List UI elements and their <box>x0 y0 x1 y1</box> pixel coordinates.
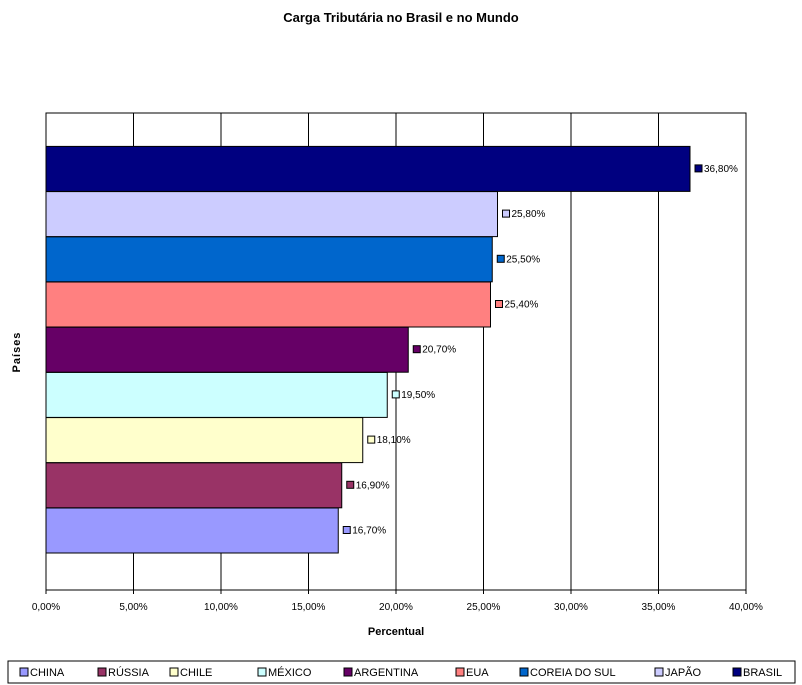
data-label: 25,80% <box>512 209 546 220</box>
x-tick-label: 20,00% <box>379 602 413 613</box>
legend-swatch <box>455 667 465 677</box>
data-label: 18,10% <box>377 435 411 446</box>
legend-swatch <box>257 667 267 677</box>
data-labels: 16,70% 16,90% 18,10% 19,50% 20,70% 25,40% 25,5… <box>342 164 738 537</box>
legend-item: RÚSSIA <box>108 666 150 679</box>
bar-méxico <box>45 371 388 418</box>
x-tick-label: 40,00% <box>729 602 763 613</box>
bar-japão <box>45 191 498 238</box>
legend: CHINA RÚSSIA CHILE MÉXICO ARGENTINA EUA COREIA… <box>19 666 782 679</box>
x-tick-label: 10,00% <box>204 602 238 613</box>
legend-item: CHILE <box>180 667 212 679</box>
data-label-key <box>342 526 351 534</box>
legend-swatch <box>19 667 29 677</box>
data-label: 25,50% <box>506 254 540 265</box>
data-label-key <box>495 300 503 308</box>
bar-coreia-do-sul <box>45 236 493 283</box>
legend-box <box>7 660 796 684</box>
legend-swatch <box>732 667 742 677</box>
legend-item: EUA <box>466 667 489 679</box>
legend-item: COREIA DO SUL <box>530 667 616 679</box>
data-label-key <box>346 480 355 489</box>
legend-swatch <box>343 667 353 677</box>
x-tick-label: 35,00% <box>642 602 676 613</box>
data-label-key <box>694 164 703 173</box>
x-axis-ticks: 0,00% 5,00% 10,00% 15,00% 20,00% 25,00% 30,00%… <box>32 590 763 613</box>
legend-item: JAPÃO <box>665 666 702 679</box>
x-tick-label: 15,00% <box>292 602 326 613</box>
data-label-key <box>496 254 505 263</box>
legend-item: CHINA <box>30 667 65 679</box>
chart-title: Carga Tributária no Brasil e no Mundo <box>283 10 519 25</box>
x-tick-label: 30,00% <box>554 602 588 613</box>
x-tick-label: 0,00% <box>32 602 60 613</box>
bar-brasil <box>45 145 691 192</box>
legend-swatch <box>169 667 179 677</box>
legend-item: BRASIL <box>743 667 782 679</box>
bar-chile <box>45 417 364 464</box>
bar-china <box>45 507 339 554</box>
data-label: 16,90% <box>356 480 390 491</box>
data-label: 25,40% <box>505 300 539 311</box>
data-label: 19,50% <box>401 390 435 401</box>
data-label-key <box>412 345 421 354</box>
data-label-key <box>367 435 376 444</box>
bars <box>45 145 691 554</box>
legend-item: ARGENTINA <box>354 667 419 679</box>
bar-argentina <box>45 326 409 373</box>
data-label-key <box>391 390 400 399</box>
legend-swatch <box>654 667 664 677</box>
x-axis-title: Percentual <box>368 626 424 638</box>
x-tick-label: 5,00% <box>119 602 147 613</box>
legend-item: MÉXICO <box>268 666 312 679</box>
data-label-key <box>502 209 510 218</box>
legend-swatch <box>97 667 107 677</box>
x-tick-label: 25,00% <box>467 602 501 613</box>
legend-swatch <box>519 667 529 677</box>
bar-eua <box>45 281 491 328</box>
data-label: 20,70% <box>422 345 456 356</box>
data-label: 36,80% <box>704 164 738 175</box>
data-label: 16,70% <box>352 526 386 537</box>
y-axis-title: Países <box>11 332 23 373</box>
bar-rússia <box>45 462 343 509</box>
